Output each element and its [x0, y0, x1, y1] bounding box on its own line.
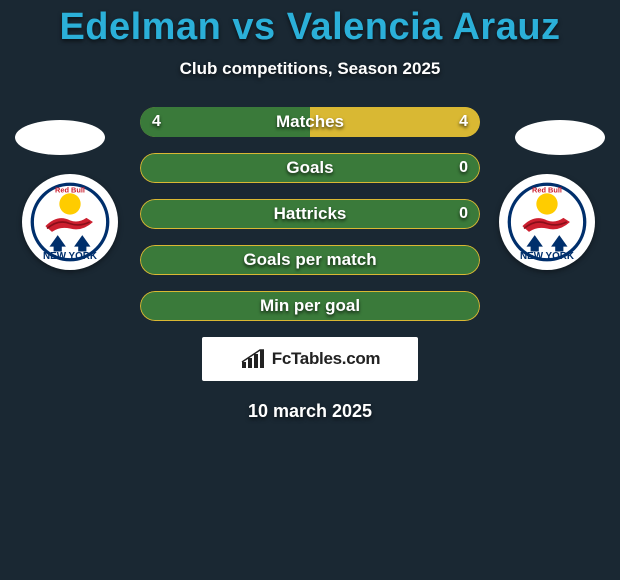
stat-label: Goals — [140, 153, 480, 183]
site-name: FcTables.com — [272, 349, 381, 369]
redbull-ny-icon: NEW YORK Red Bull — [29, 181, 111, 263]
svg-text:NEW YORK: NEW YORK — [520, 251, 574, 262]
stat-value-right: 4 — [459, 107, 468, 137]
team-logo-left: NEW YORK Red Bull — [22, 174, 118, 270]
page-title: Edelman vs Valencia Arauz — [0, 0, 620, 49]
team-logo-right: NEW YORK Red Bull — [499, 174, 595, 270]
subtitle: Club competitions, Season 2025 — [0, 59, 620, 79]
stat-label: Matches — [140, 107, 480, 137]
stat-value-right: 0 — [459, 153, 468, 183]
svg-text:Red Bull: Red Bull — [532, 185, 562, 194]
stat-label: Hattricks — [140, 199, 480, 229]
stat-row: Min per goal — [140, 291, 480, 321]
player-left-avatar — [15, 120, 105, 155]
player-right-avatar — [515, 120, 605, 155]
bars-icon — [240, 348, 266, 370]
stat-value-left: 4 — [152, 107, 161, 137]
stat-label: Goals per match — [140, 245, 480, 275]
stat-row: Hattricks0 — [140, 199, 480, 229]
stat-row: Matches4 4 — [140, 107, 480, 137]
date-label: 10 march 2025 — [0, 401, 620, 422]
stat-value-right: 0 — [459, 199, 468, 229]
stats-container: Matches44Goals0Hattricks0Goals per match… — [140, 107, 480, 321]
svg-text:Red Bull: Red Bull — [55, 185, 85, 194]
site-badge: FcTables.com — [202, 337, 418, 381]
stat-row: Goals0 — [140, 153, 480, 183]
stat-label: Min per goal — [140, 291, 480, 321]
svg-text:NEW YORK: NEW YORK — [43, 251, 97, 262]
stat-row: Goals per match — [140, 245, 480, 275]
redbull-ny-icon: NEW YORK Red Bull — [506, 181, 588, 263]
